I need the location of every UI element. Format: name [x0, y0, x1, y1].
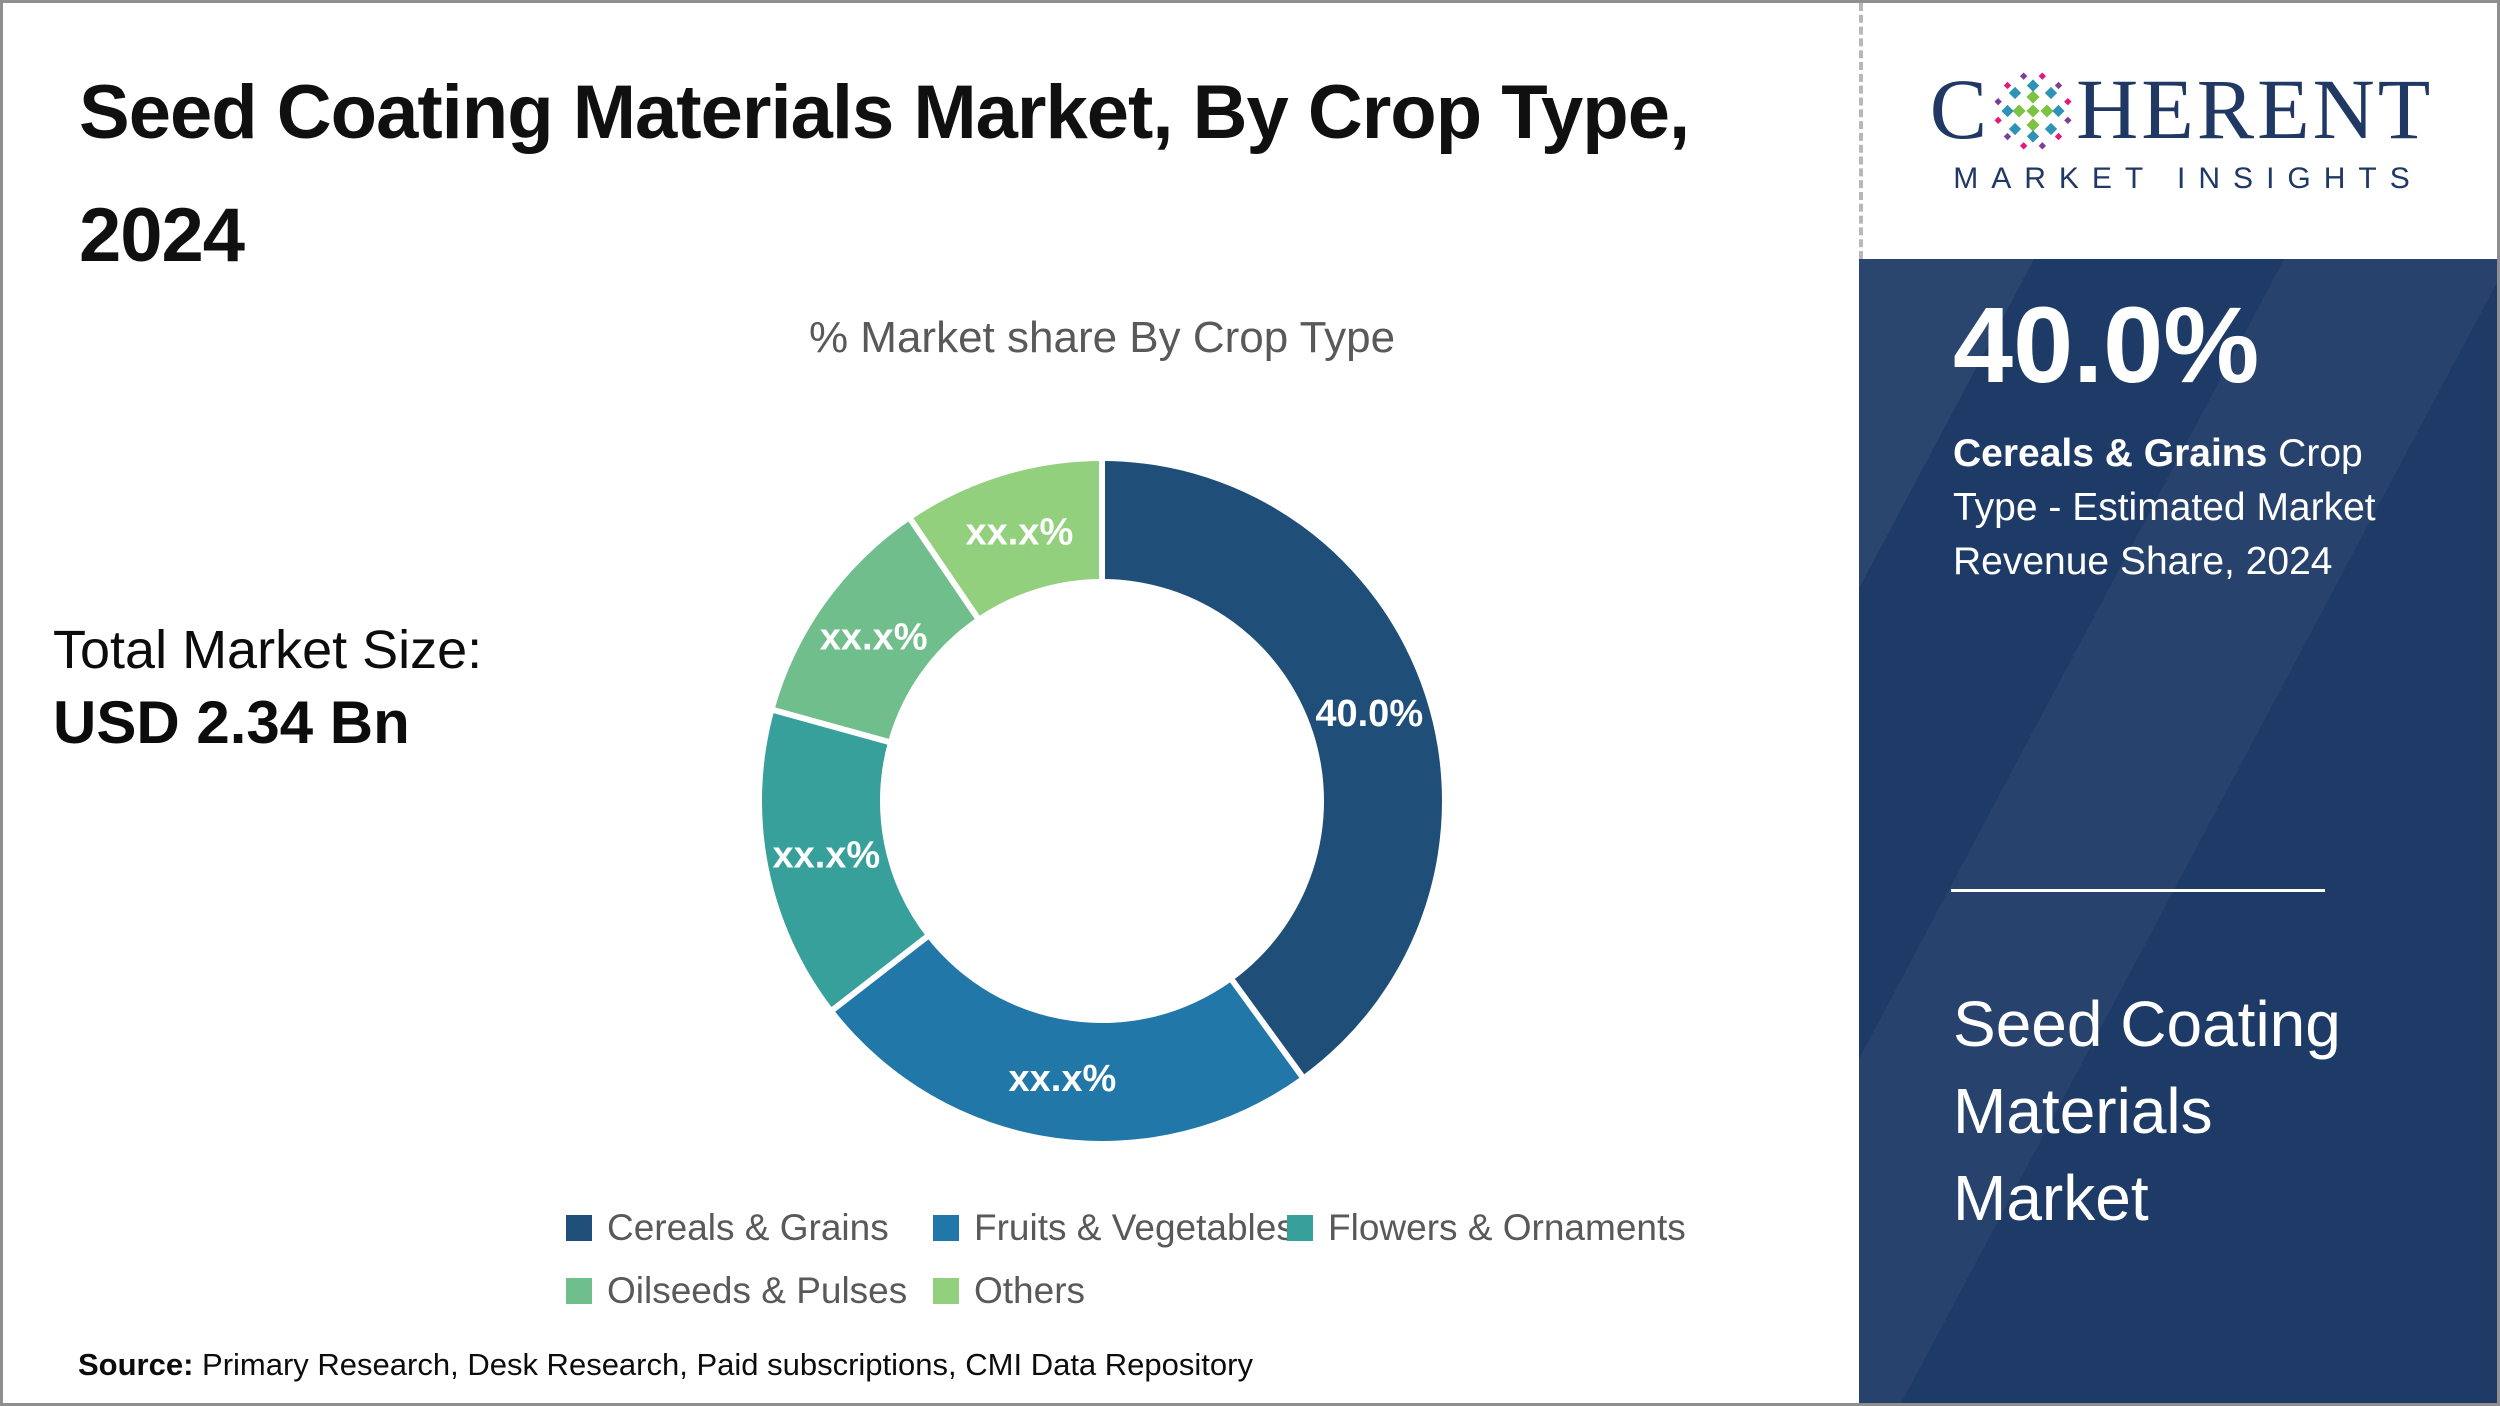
- legend-swatch-fruits-vegetables: [933, 1215, 959, 1241]
- mosaic-tile: [2064, 116, 2072, 125]
- legend-swatch-oilseeds-pulses: [566, 1278, 592, 1304]
- mosaic-tile: [2026, 104, 2040, 118]
- mosaic-tile: [2038, 72, 2047, 80]
- highlight-percentage: 40.0%: [1953, 284, 2260, 405]
- mosaic-tile: [2052, 104, 2065, 118]
- mosaic-tile: [2044, 122, 2058, 136]
- mosaic-tile: [2020, 72, 2028, 80]
- mosaic-tile: [2054, 132, 2063, 141]
- chart-title: % Market share By Crop Type: [808, 313, 1396, 362]
- mosaic-tile: [2026, 79, 2040, 92]
- mosaic-tile: [1994, 97, 2002, 106]
- sidebar-panel: 40.0% Cereals & Grains Crop Type - Estim…: [1859, 259, 2497, 1403]
- page-title-line1: Seed Coating Materials Market, By Crop T…: [79, 70, 1690, 155]
- mosaic-tile: [2008, 86, 2022, 100]
- legend-label-others: Others: [974, 1270, 1086, 1311]
- logo-mosaic-o-icon: [1994, 72, 2072, 150]
- donut-segment: [910, 461, 1102, 618]
- mosaic-tile: [2003, 132, 2012, 141]
- logo-subtitle: MARKET INSIGHTS: [1953, 162, 2423, 195]
- mosaic-tile: [2012, 104, 2026, 118]
- legend-item-flowers-ornaments: Flowers & Ornaments: [1287, 1207, 1686, 1249]
- segment-divider: [829, 933, 931, 1013]
- total-market-size: Total Market Size: USD 2.34 Bn: [53, 615, 482, 760]
- total-market-size-value: USD 2.34 Bn: [53, 689, 410, 757]
- legend-label-oilseeds-pulses: Oilseeds & Pulses: [607, 1270, 908, 1311]
- donut-segment: [762, 710, 927, 1010]
- mosaic-tile: [2064, 97, 2072, 106]
- legend-label-fruits-vegetables: Fruits & Vegetables: [974, 1207, 1295, 1248]
- legend-label-flowers-ornaments: Flowers & Ornaments: [1328, 1207, 1686, 1248]
- mosaic-tile: [2008, 122, 2022, 136]
- legend-item-others: Others: [933, 1270, 1085, 1312]
- donut-chart: 40.0% xx.x% xx.x% xx.x% xx.x%: [762, 459, 1442, 1141]
- source-text: Primary Research, Desk Research, Paid su…: [193, 1347, 1253, 1382]
- mosaic-tile: [2020, 142, 2028, 150]
- mosaic-tile: [2038, 142, 2047, 150]
- segment-divider: [1228, 977, 1306, 1080]
- mosaic-tile: [1994, 116, 2002, 125]
- source-line: Source: Primary Research, Desk Research,…: [78, 1347, 1253, 1383]
- donut-segment-label: xx.x%: [820, 616, 928, 658]
- mosaic-tile: [2054, 81, 2063, 90]
- total-market-size-label: Total Market Size:: [53, 620, 483, 680]
- mosaic-tile: [2026, 130, 2040, 143]
- legend-item-oilseeds-pulses: Oilseeds & Pulses: [566, 1270, 907, 1312]
- highlight-description: Cereals & Grains Crop Type - Estimated M…: [1953, 427, 2403, 588]
- page-title-line2: 2024: [79, 193, 245, 279]
- donut-segment-label: xx.x%: [772, 834, 880, 876]
- legend-swatch-cereals-grains: [566, 1215, 592, 1241]
- legend-label-cereals-grains: Cereals & Grains: [607, 1207, 889, 1248]
- mosaic-tile: [2044, 86, 2058, 100]
- page-title: Seed Coating Materials Market, By Crop T…: [79, 51, 1779, 297]
- logo-letters-herent: HERENT: [2076, 61, 2434, 157]
- donut-segment-label: 40.0%: [1315, 693, 1423, 735]
- mosaic-tile: [2040, 104, 2054, 118]
- logo-area: C HERENT MARKET INSIGHTS: [1859, 3, 2497, 259]
- mosaic-tile: [2001, 104, 2014, 118]
- legend-item-fruits-vegetables: Fruits & Vegetables: [933, 1207, 1295, 1249]
- source-label: Source:: [78, 1347, 194, 1382]
- donut-segment: [774, 519, 978, 742]
- panel-market-name: Seed Coating Materials Market: [1953, 988, 2341, 1235]
- mosaic-tile: [2026, 118, 2040, 132]
- mosaic-tile: [2026, 90, 2040, 104]
- coherent-logo: C HERENT: [1930, 66, 2434, 152]
- highlight-segment-name: Cereals & Grains: [1953, 432, 2268, 475]
- legend-swatch-flowers-ornaments: [1287, 1215, 1313, 1241]
- donut-segment: [1102, 461, 1442, 1077]
- segment-divider: [771, 706, 891, 746]
- logo-letter-c: C: [1929, 61, 1991, 157]
- segment-divider: [907, 516, 981, 621]
- donut-segment-label: xx.x%: [1009, 1058, 1117, 1100]
- donut-segment: [833, 937, 1302, 1141]
- legend-item-cereals-grains: Cereals & Grains: [566, 1207, 889, 1249]
- highlight-description-rest: Crop Type - Estimated Market Revenue Sha…: [1953, 432, 2376, 583]
- legend-swatch-others: [933, 1278, 959, 1304]
- panel-divider: [1951, 889, 2325, 892]
- donut-segment-label: xx.x%: [965, 511, 1073, 553]
- mosaic-tile: [2003, 81, 2012, 90]
